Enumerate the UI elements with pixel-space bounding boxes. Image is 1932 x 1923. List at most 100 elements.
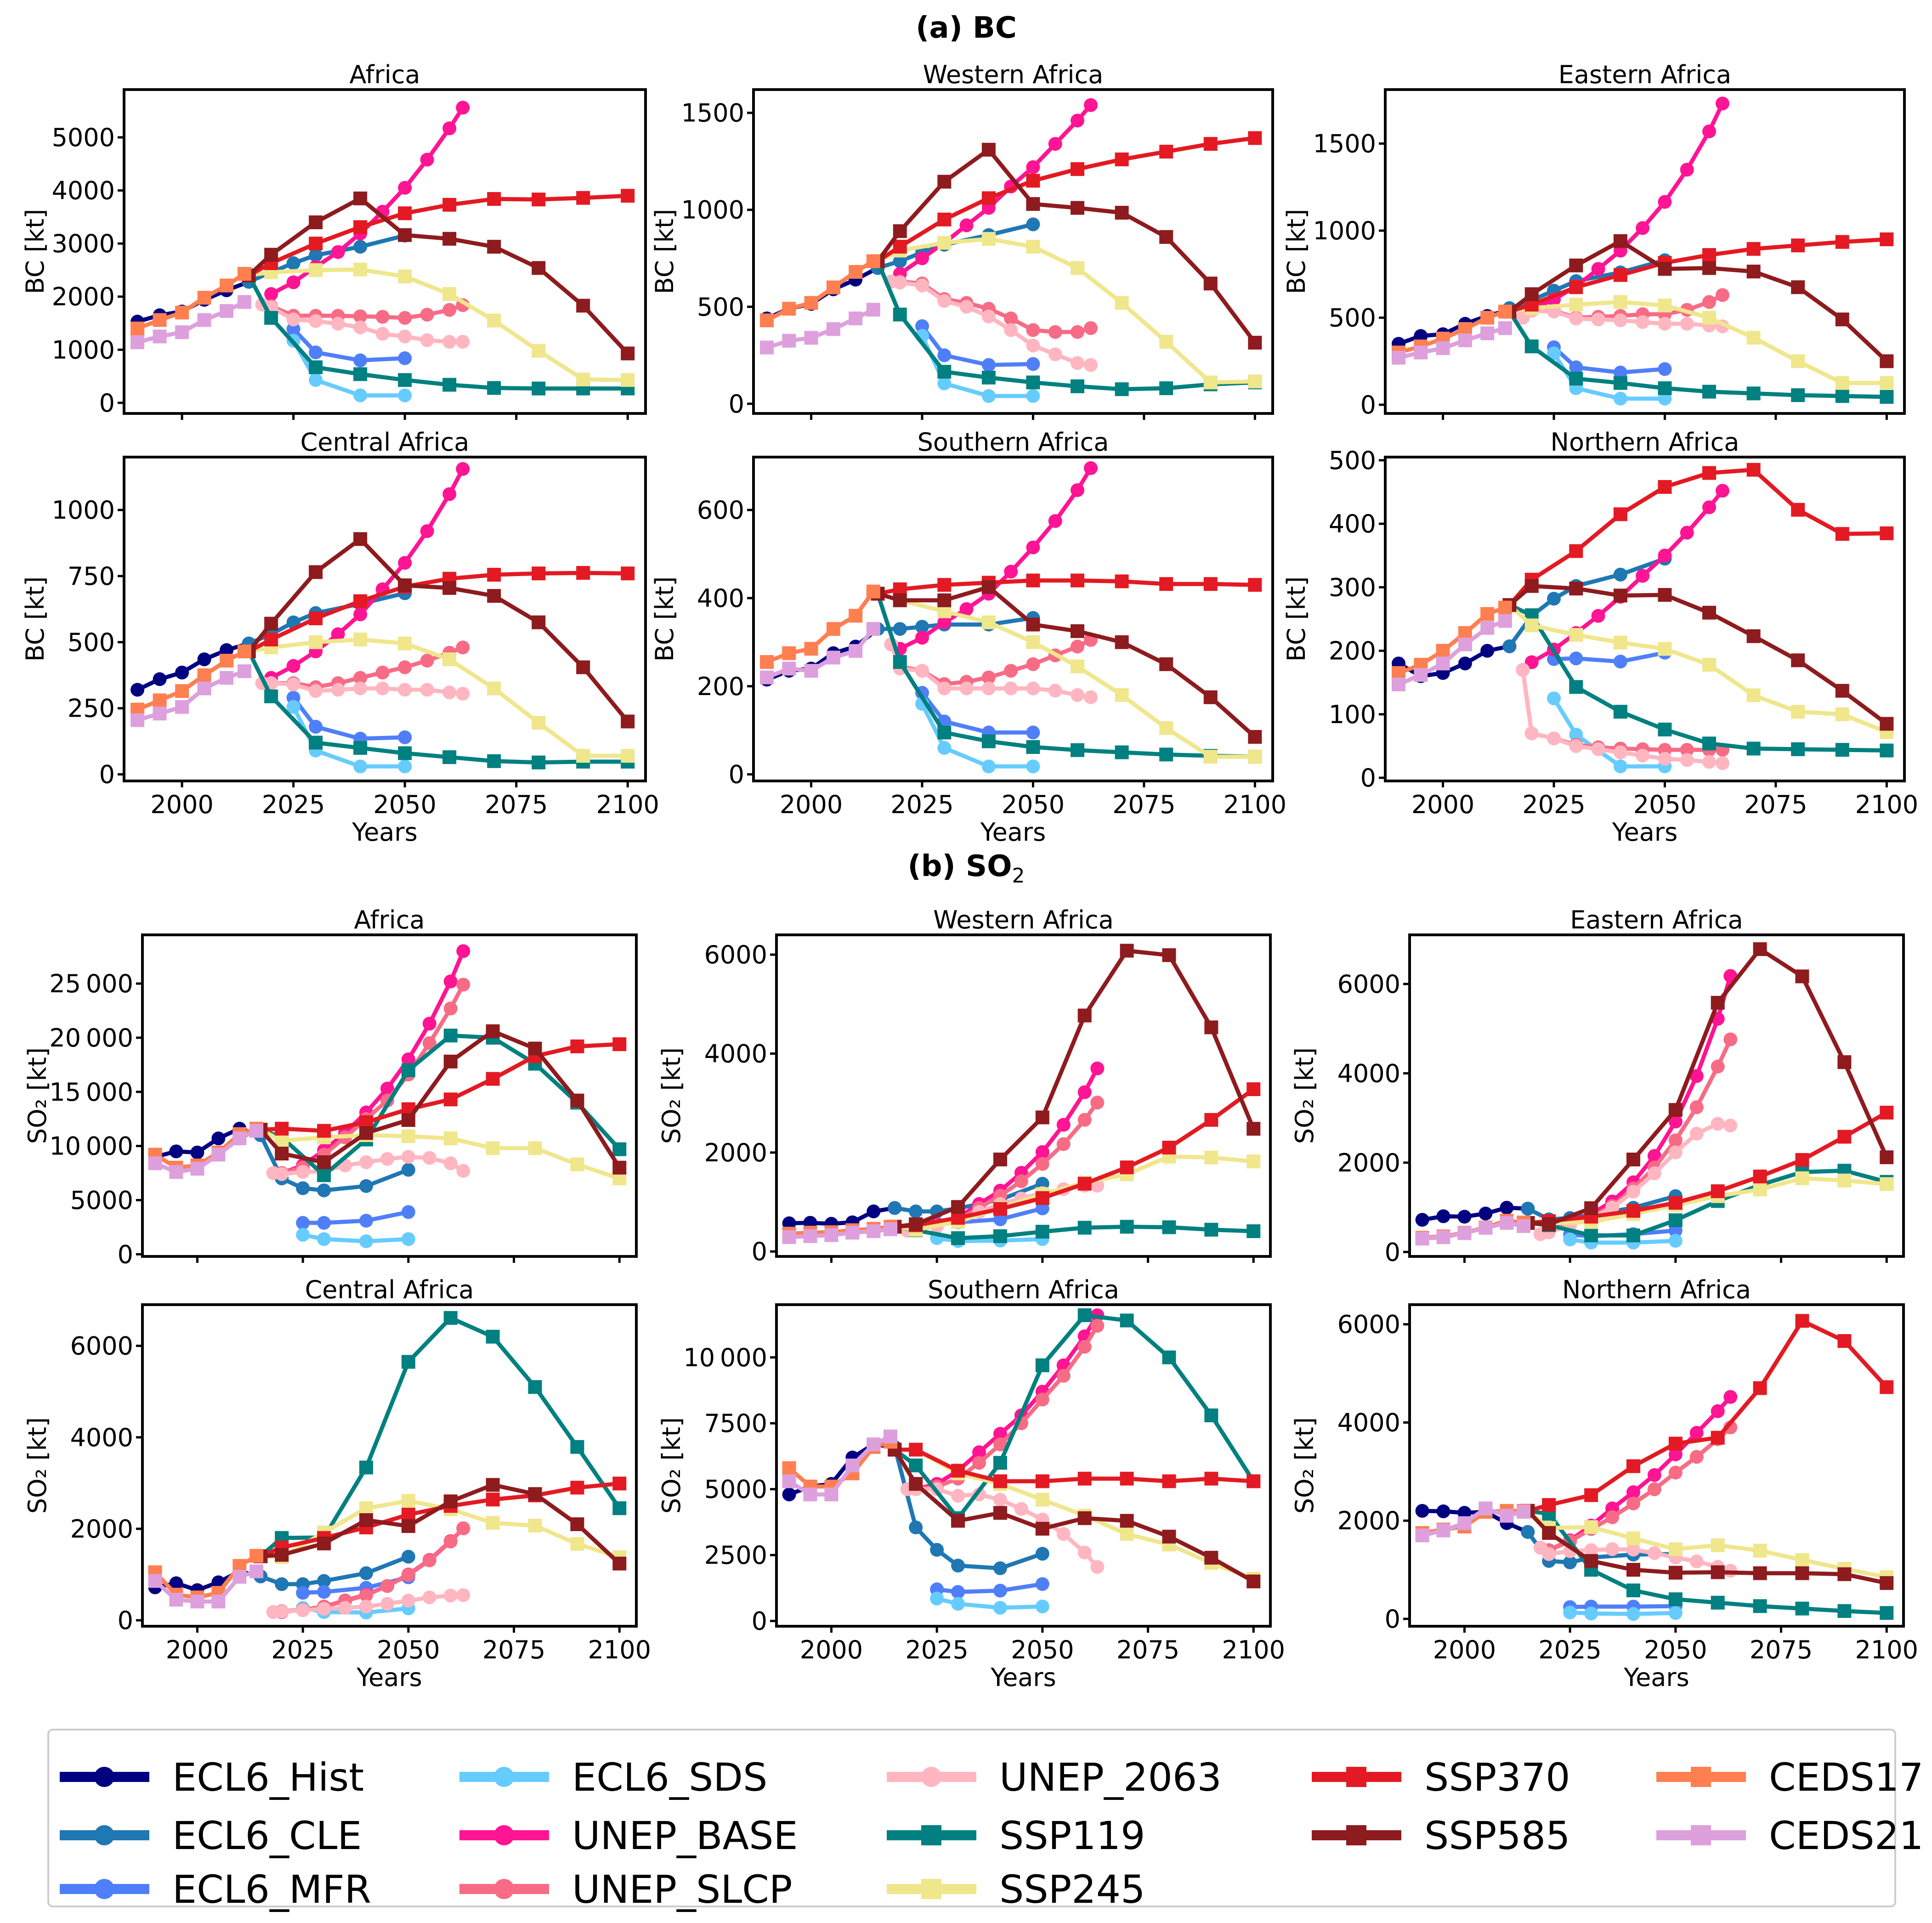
data-point-ssp119 [1613,705,1627,719]
data-point-ceds21 [175,325,189,339]
data-point-ssp119 [443,1029,458,1043]
series-line-ssp245 [248,267,628,382]
data-point-ecl6-sds [398,388,412,402]
data-point-ecl6-cle [1613,567,1627,582]
data-point-unep-base [1668,1447,1683,1461]
y-tick-label: 2000 [1337,1148,1400,1177]
data-point-ceds21 [826,322,840,336]
legend-item-ecl6-cle: ECL6_CLE [60,1813,362,1858]
data-point-unep-base [1084,98,1098,112]
data-point-ssp585 [275,1548,289,1562]
section-title-bc: (a) BC [916,11,1017,45]
data-point-ssp585 [528,1487,542,1501]
data-point-ssp370 [1569,280,1583,294]
data-point-ecl6-mfr [401,1205,415,1219]
data-point-unep-2063 [1647,1166,1661,1181]
data-point-unep-2063 [442,685,457,700]
data-point-unep-slcp [1711,1059,1725,1074]
data-point-unep-slcp [422,1036,436,1050]
data-point-ceds17 [804,642,818,656]
data-point-ceds21 [884,1222,898,1236]
data-point-ceds17 [759,313,774,328]
data-point-ssp585 [1120,944,1134,958]
series-ssp245 [254,1123,627,1186]
data-point-ssp119 [951,1231,965,1245]
data-point-ssp245 [1246,1154,1261,1169]
data-point-ssp370 [264,633,278,647]
data-point-ssp585 [1835,312,1849,327]
data-point-unep-slcp [1084,321,1098,335]
data-point-ceds21 [211,1148,226,1162]
data-point-ssp245 [528,1141,542,1155]
legend-label: SSP119 [999,1813,1145,1858]
data-point-unep-slcp [456,1521,470,1535]
data-point-unep-slcp [1090,1096,1105,1110]
data-point-ssp245 [532,716,546,730]
x-tick-label: 2075 [482,1635,545,1664]
series-line-ssp119 [1507,310,1887,399]
data-point-ssp585 [317,1155,331,1169]
data-point-ceds17 [759,655,774,669]
series-unep-2063 [884,637,1098,704]
data-point-ssp585 [1162,1529,1176,1544]
panel-bc-central-africa: Central Africa 0 250 500 750 1000 2000 2025 2050… [21,428,659,847]
data-point-unep-base [972,1445,986,1459]
x-tick-label: 2050 [373,790,436,819]
data-point-ssp585 [1026,197,1040,211]
data-point-ssp245 [398,269,412,283]
x-tick-label: 2100 [1222,1635,1285,1664]
data-point-ecl6-sds [930,1591,944,1606]
data-point-ssp119 [1120,1220,1134,1234]
data-point-unep-2063 [317,1602,331,1616]
data-point-unep-2063 [1071,688,1085,702]
series-line-ssp585 [876,147,1257,344]
data-point-unep-base [286,659,300,673]
series-line-ecl6-sds [936,1596,1042,1610]
data-point-ceds21 [169,1593,183,1607]
data-point-ecl6-sds [981,759,996,774]
data-point-unep-slcp [353,309,368,323]
series-ssp585 [1521,942,1894,1231]
x-tick-label: 2100 [1855,790,1918,819]
data-point-ssp370 [1753,1169,1767,1183]
data-point-unep-2063 [1524,726,1539,741]
data-point-ssp119 [1159,381,1173,396]
data-point-ecl6-cle [275,1577,289,1591]
series-ssp245 [242,262,635,387]
data-point-ssp370 [576,566,590,580]
y-axis-label: SO₂ [kt] [1290,1417,1319,1514]
x-axis-label: Years [351,818,417,847]
series-ssp245 [242,633,635,763]
data-point-ssp370 [937,578,952,592]
data-point-ssp585 [951,1514,965,1528]
y-tick-label: 2500 [704,1541,767,1570]
data-point-ssp370 [1035,1191,1049,1205]
data-point-unep-2063 [1071,356,1085,370]
data-point-ssp370 [1795,1153,1809,1167]
plot-area [1415,1314,1894,1621]
data-point-ssp119 [993,1456,1007,1470]
data-point-ecl6-cle [317,1183,331,1198]
data-point-unep-2063 [1584,1543,1598,1557]
plot-area [782,1308,1261,1615]
plot-area [759,461,1262,774]
data-point-ssp119 [401,1063,415,1077]
legend-label: UNEP_BASE [572,1813,798,1858]
data-point-ssp245 [570,1537,584,1551]
data-point-ssp585 [1702,261,1717,275]
data-point-ssp119 [532,381,546,396]
data-point-ssp245 [621,749,635,763]
series-line-ssp370 [261,1042,620,1133]
series-ceds21 [782,1222,898,1244]
data-point-unep-2063 [981,309,996,323]
data-point-ceds21 [130,713,145,727]
data-point-ceds21 [867,1437,881,1452]
x-axis-label: Years [1612,818,1677,847]
series-line-ssp370 [260,1481,620,1558]
data-point-ceds17 [782,646,796,660]
y-tick-label: 5000 [70,1186,133,1215]
data-point-ssp585 [359,1126,373,1140]
data-point-ssp245 [1115,688,1129,702]
panel-bc-eastern-africa: Eastern Africa 0 500 1000 1500 BC [kt] [1282,60,1906,420]
data-point-ceds17 [197,291,211,305]
